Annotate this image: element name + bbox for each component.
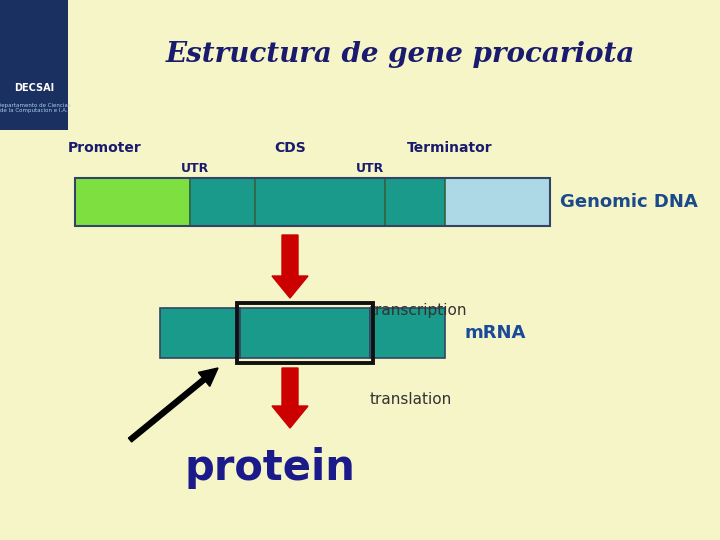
Text: DECSAI: DECSAI (14, 83, 54, 93)
Bar (385, 178, 445, 226)
Text: CDS: CDS (274, 141, 306, 155)
Bar (370, 308, 445, 358)
Bar (75, 178, 550, 226)
Text: Terminator: Terminator (408, 141, 492, 155)
FancyArrow shape (272, 235, 308, 298)
Text: mRNA: mRNA (465, 324, 526, 342)
Text: UTR: UTR (181, 161, 209, 174)
Text: Genomic DNA: Genomic DNA (560, 193, 698, 211)
Bar (0, 0, 68, 130)
FancyArrow shape (272, 368, 308, 428)
Text: translation: translation (370, 393, 452, 408)
Text: UTR: UTR (356, 161, 384, 174)
Text: Estructura de gene procariota: Estructura de gene procariota (166, 42, 635, 69)
Bar (75, 178, 190, 226)
Bar (445, 178, 550, 226)
Bar (190, 178, 255, 226)
Bar (160, 308, 240, 358)
Text: Promoter: Promoter (68, 141, 142, 155)
Text: Departamento de Ciencias
de la Computacion e I.A.: Departamento de Ciencias de la Computaci… (0, 103, 71, 113)
Bar (237, 303, 373, 363)
Bar (240, 308, 370, 358)
Text: protein: protein (184, 447, 356, 489)
Text: transcription: transcription (370, 302, 467, 318)
Bar (255, 178, 385, 226)
FancyArrow shape (128, 368, 218, 442)
